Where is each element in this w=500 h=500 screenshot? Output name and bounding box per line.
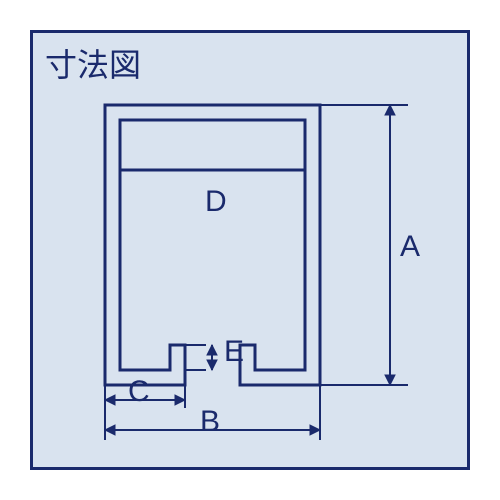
rail-outline <box>105 105 320 385</box>
dim-label-D: D <box>205 185 227 219</box>
diagram-svg <box>0 0 500 500</box>
dim-label-E: E <box>224 335 244 369</box>
dim-label-B: B <box>200 405 220 439</box>
dim-label-C: C <box>128 375 150 409</box>
dim-label-A: A <box>400 230 420 264</box>
